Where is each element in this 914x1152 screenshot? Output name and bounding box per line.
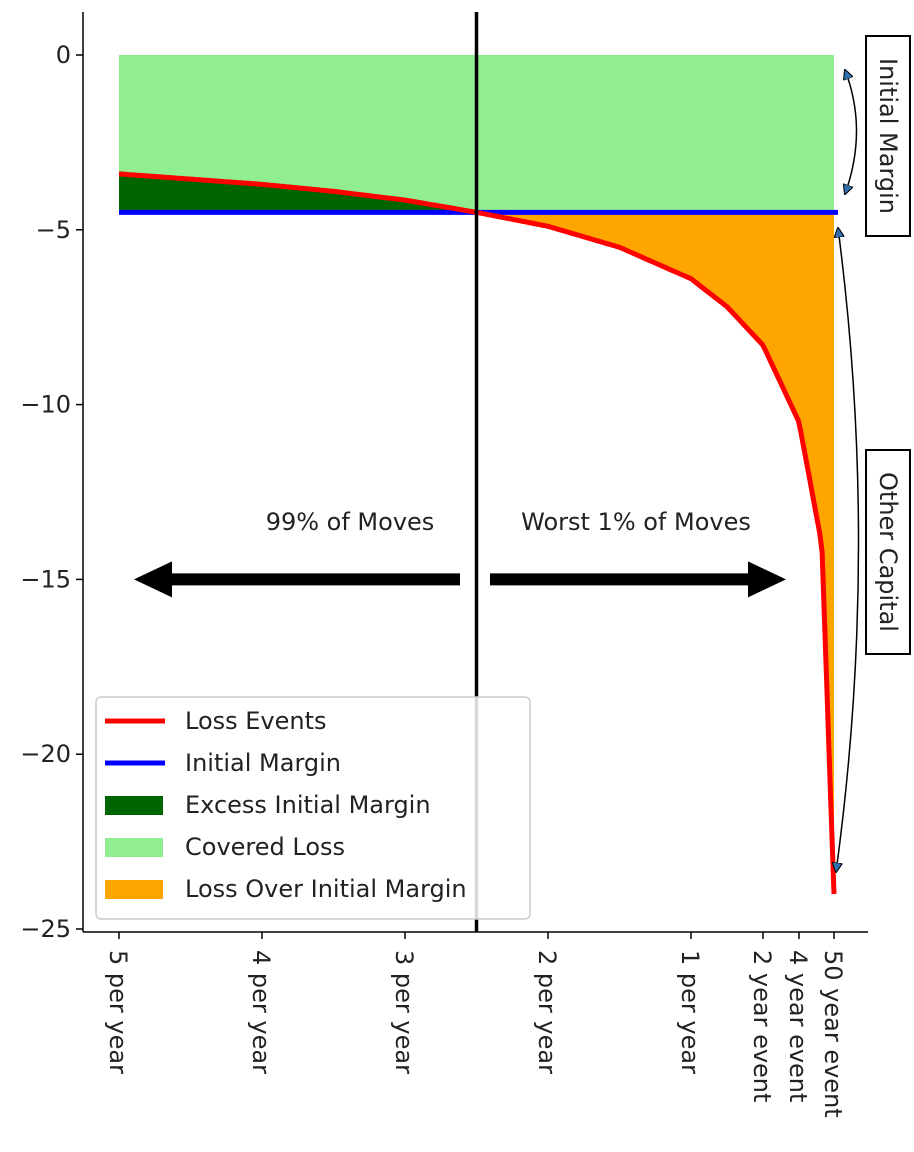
left-arrow-text: 99% of Moves: [266, 508, 435, 536]
y-tick-label: −10: [20, 391, 71, 419]
y-tick-label: 0: [56, 41, 71, 69]
y-tick-label: −25: [20, 915, 71, 943]
other-capital-bracket: [836, 228, 860, 872]
y-tick-label: −5: [36, 216, 71, 244]
legend-label: Loss Over Initial Margin: [185, 875, 467, 903]
y-tick-label: −20: [20, 740, 71, 768]
x-tick-label: 4 year event: [784, 950, 812, 1102]
x-tick-label: 4 per year: [247, 950, 275, 1074]
initial-margin-box: [865, 35, 911, 237]
x-tick-label: 50 year event: [819, 950, 847, 1118]
right-arrow-text: Worst 1% of Moves: [521, 508, 751, 536]
right-arrow: [490, 561, 786, 598]
left-arrow: [134, 561, 460, 598]
loss-over-initial-margin-area: [476, 212, 834, 895]
initial-margin-bracket: [845, 70, 858, 194]
other-capital-box-text: Other Capital: [874, 472, 902, 632]
x-tick-label: 5 per year: [104, 950, 132, 1074]
x-tick-label: 2 per year: [533, 950, 561, 1074]
annotations: 99% of Moves Worst 1% of Moves Initial Mar…: [134, 35, 911, 872]
legend-swatch-patch: [105, 880, 163, 899]
legend-swatch-patch: [105, 838, 163, 857]
legend: Loss Events Initial Margin Excess Initial …: [95, 696, 531, 920]
x-tick-label: 1 per year: [676, 950, 704, 1074]
initial-margin-box-text: Initial Margin: [874, 58, 902, 214]
x-tick-label: 3 per year: [390, 950, 418, 1074]
x-tick-label: 2 year event: [748, 950, 776, 1102]
other-capital-box: [865, 449, 911, 655]
axes: 0 −5 −10 −15 −20 −25 5 per year 4 per year 3 per…: [20, 12, 868, 1118]
legend-label: Covered Loss: [185, 833, 345, 861]
legend-box: [95, 696, 531, 920]
legend-label: Loss Events: [185, 707, 327, 735]
legend-label: Excess Initial Margin: [185, 791, 431, 819]
legend-label: Initial Margin: [185, 749, 341, 777]
y-tick-label: −15: [20, 565, 71, 593]
legend-swatch-patch: [105, 796, 163, 815]
excess-initial-margin-area: [119, 173, 477, 213]
